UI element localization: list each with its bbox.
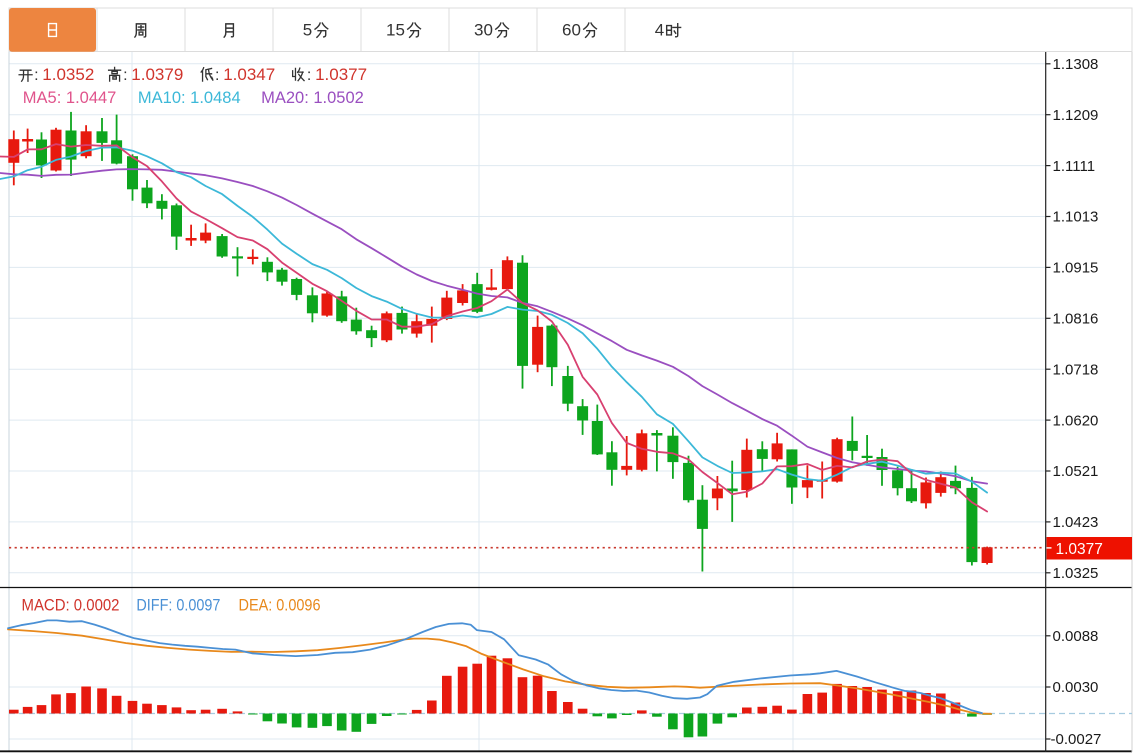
svg-text:5: 5 (303, 21, 312, 40)
svg-text::: : (123, 67, 127, 84)
svg-text:1.0521: 1.0521 (1053, 463, 1099, 480)
svg-text:1.0347: 1.0347 (223, 65, 275, 84)
svg-text:MA5: 1.0447: MA5: 1.0447 (23, 89, 117, 107)
svg-text:1.0379: 1.0379 (131, 65, 183, 84)
svg-text:4: 4 (655, 21, 664, 40)
svg-text:1.0377: 1.0377 (1056, 541, 1103, 558)
svg-text:MA10: 1.0484: MA10: 1.0484 (138, 89, 241, 107)
svg-text:1.0915: 1.0915 (1053, 260, 1099, 277)
svg-text:1.1111: 1.1111 (1053, 158, 1096, 175)
svg-text::: : (307, 67, 311, 84)
svg-text:1.0423: 1.0423 (1053, 514, 1099, 531)
svg-text:15: 15 (386, 21, 405, 40)
svg-text:30: 30 (474, 21, 493, 40)
svg-text:DEA: 0.0096: DEA: 0.0096 (239, 596, 321, 615)
svg-text:1.0325: 1.0325 (1053, 565, 1099, 582)
svg-text:-0.0027: -0.0027 (1051, 731, 1102, 748)
svg-text:1.0718: 1.0718 (1053, 361, 1099, 378)
svg-text:1.1209: 1.1209 (1053, 107, 1099, 124)
svg-text:DIFF: 0.0097: DIFF: 0.0097 (136, 596, 220, 615)
svg-text:60: 60 (562, 21, 581, 40)
svg-text:MA20: 1.0502: MA20: 1.0502 (261, 89, 364, 107)
svg-text:1.1308: 1.1308 (1053, 56, 1099, 73)
svg-text:0.0088: 0.0088 (1053, 628, 1099, 645)
svg-text::: : (34, 67, 38, 84)
svg-text:1.1013: 1.1013 (1053, 209, 1099, 226)
svg-text:1.0352: 1.0352 (42, 65, 94, 84)
svg-text:1.0377: 1.0377 (315, 65, 367, 84)
svg-text::: : (215, 67, 219, 84)
svg-text:0.0030: 0.0030 (1053, 679, 1099, 696)
svg-text:1.0816: 1.0816 (1053, 311, 1099, 328)
svg-text:MACD: 0.0002: MACD: 0.0002 (22, 596, 120, 615)
svg-text:1.0620: 1.0620 (1053, 412, 1099, 429)
